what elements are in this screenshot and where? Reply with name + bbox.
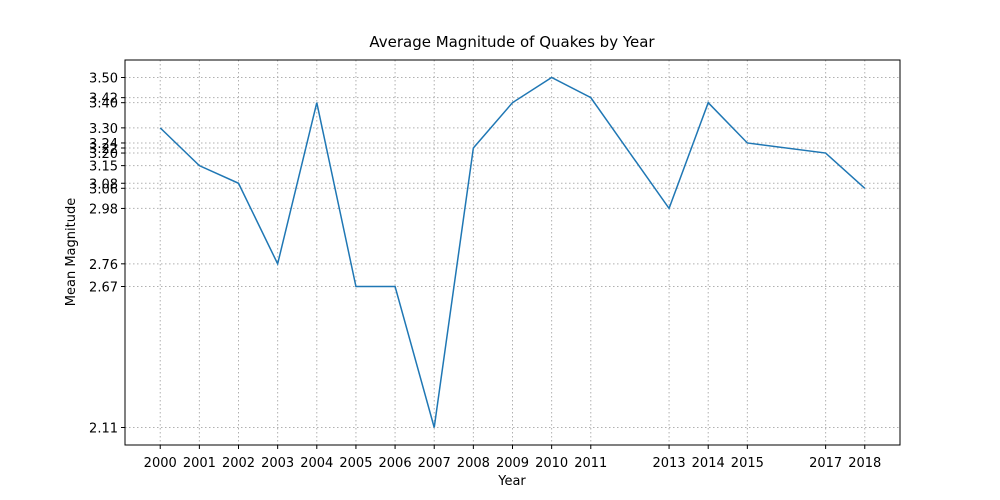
- y-tick-label: 3.22: [89, 142, 118, 157]
- x-tick-label: 2013: [653, 456, 686, 471]
- data-line: [159, 76, 866, 428]
- x-tick-label: 2007: [418, 456, 451, 471]
- y-tick-label: 2.76: [89, 258, 118, 273]
- y-tick-label: 2.11: [89, 422, 118, 437]
- y-tick-label: 3.15: [89, 160, 118, 175]
- x-tick-label: 2015: [731, 456, 764, 471]
- x-tick-label: 2011: [574, 456, 607, 471]
- y-tick-label: 2.98: [89, 202, 118, 217]
- x-tick-label: 2018: [848, 456, 881, 471]
- chart-title: Average Magnitude of Quakes by Year: [369, 33, 655, 51]
- x-tick-label: 2009: [496, 456, 529, 471]
- x-tick-label: 2004: [300, 456, 333, 471]
- y-tick-label: 3.08: [89, 177, 118, 192]
- y-tick-label: 3.24: [89, 137, 118, 152]
- x-tick-label: 2010: [535, 456, 568, 471]
- x-tick-label: 2017: [809, 456, 842, 471]
- y-tick-label: 3.30: [89, 122, 118, 137]
- x-tick-label: 2000: [144, 456, 177, 471]
- x-tick-label: 2008: [457, 456, 490, 471]
- x-tick-label: 2001: [183, 456, 216, 471]
- x-tick-label: 2003: [261, 456, 294, 471]
- plot-frame: [124, 59, 901, 446]
- x-tick-label: 2014: [692, 456, 725, 471]
- y-tick-label: 3.20: [89, 147, 118, 162]
- y-tick-label: 2.67: [89, 280, 118, 295]
- y-tick-label: 3.42: [89, 92, 118, 107]
- y-tick-label: 3.06: [89, 182, 118, 197]
- x-axis-label: Year: [497, 474, 526, 489]
- x-tick-label: 2006: [379, 456, 412, 471]
- y-axis-label: Mean Magnitude: [64, 198, 79, 306]
- x-tick-label: 2002: [222, 456, 255, 471]
- x-tick-label: 2005: [339, 456, 372, 471]
- y-tick-label: 3.50: [89, 72, 118, 87]
- y-tick-label: 3.40: [89, 97, 118, 112]
